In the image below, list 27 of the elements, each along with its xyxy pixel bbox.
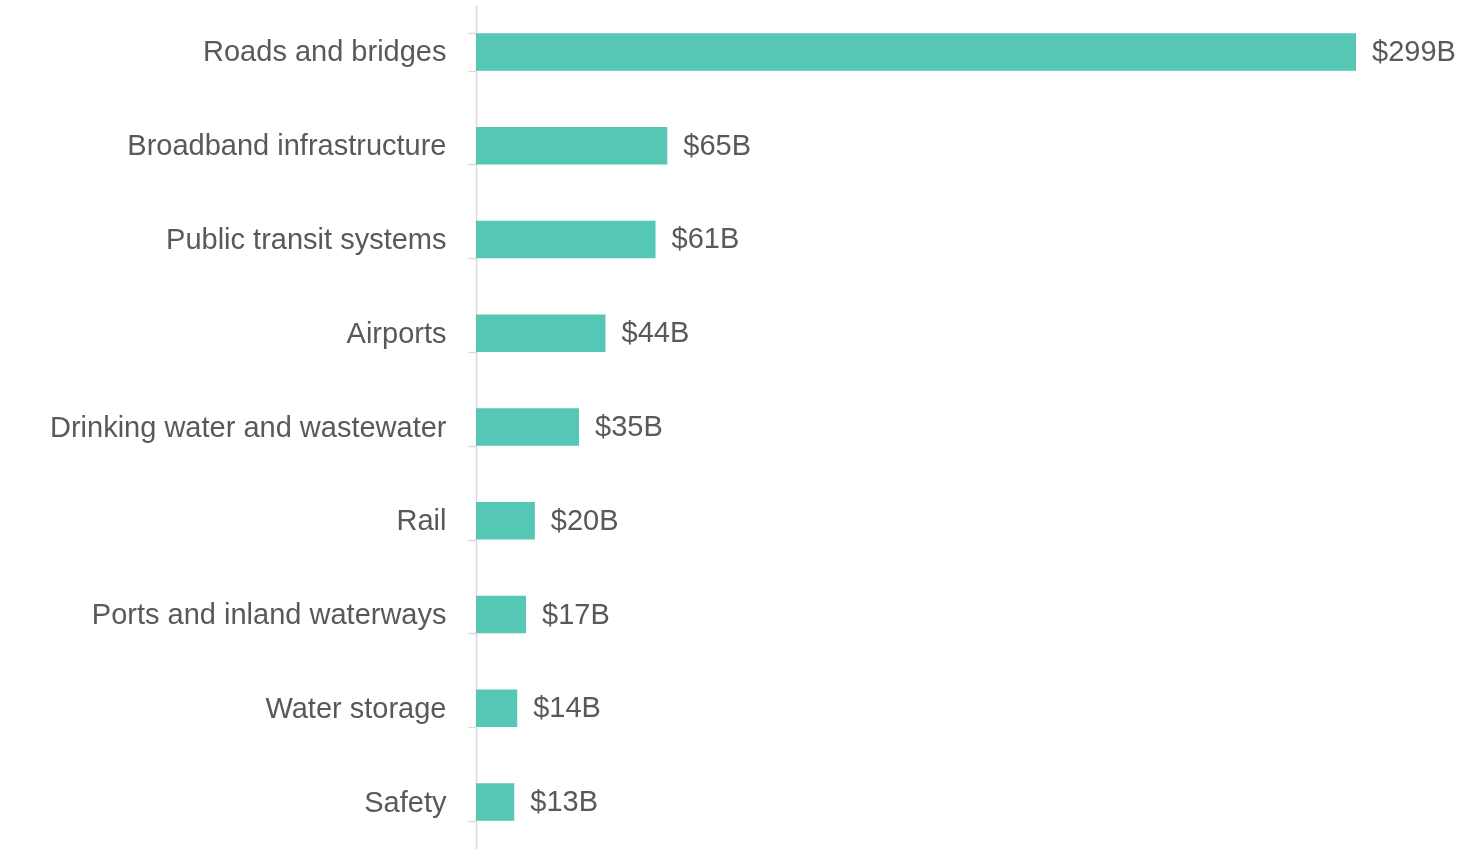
data-label: $61B (671, 222, 740, 255)
bar (476, 502, 535, 540)
data-label: $17B (542, 597, 610, 630)
y-tick-label: Drinking water and wastewater (49, 410, 447, 443)
y-tick-label: Ports and inland waterways (91, 598, 447, 631)
y-tick-label: Public transit systems (166, 222, 447, 255)
bar (476, 314, 606, 352)
y-tick-label: Rail (396, 504, 447, 537)
bar (476, 689, 518, 728)
data-label: $65B (683, 128, 752, 161)
data-label: $20B (550, 503, 619, 536)
bar (476, 220, 656, 259)
bar (476, 783, 515, 821)
bar (476, 595, 527, 634)
y-tick-label: Airports (346, 316, 447, 349)
bar (476, 126, 668, 165)
y-tick-label: Roads and bridges (203, 35, 447, 68)
bar (476, 408, 580, 446)
data-label: $44B (621, 316, 690, 349)
y-tick-label: Water storage (265, 691, 447, 724)
y-tick-label: Broadband infrastructure (127, 129, 447, 162)
bar (476, 33, 1356, 71)
data-label: $35B (595, 410, 663, 442)
y-tick-label: Safety (364, 785, 447, 818)
data-label: $13B (530, 785, 598, 818)
data-label: $299B (1372, 34, 1456, 67)
data-label: $14B (533, 691, 601, 724)
